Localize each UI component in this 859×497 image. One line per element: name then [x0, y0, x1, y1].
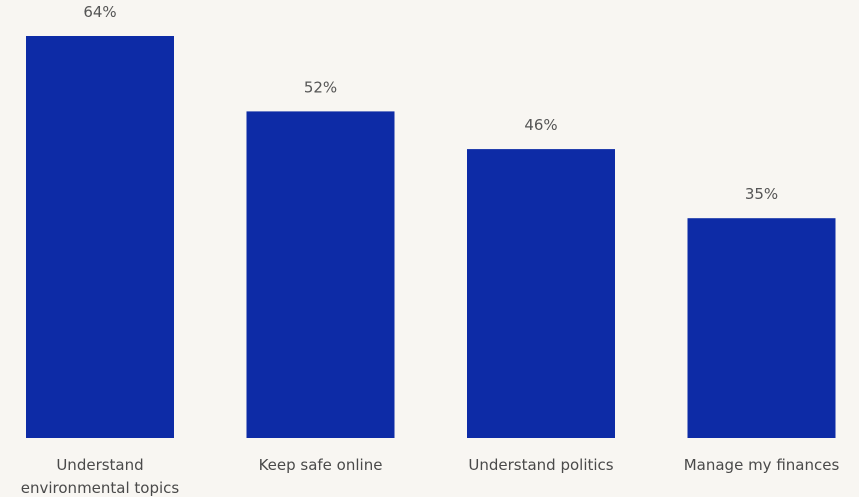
category-label-line: Keep safe online [259, 456, 383, 474]
value-label-3: 46% [524, 116, 557, 134]
category-labels-group: Understand environmental topics Keep safe … [21, 456, 840, 497]
bar-1 [26, 36, 174, 438]
category-label-2: Keep safe online [259, 456, 383, 474]
bar-2 [246, 111, 395, 439]
value-label-4: 35% [745, 185, 778, 203]
category-label-line: Understand politics [468, 456, 613, 474]
category-label-line: Manage my finances [684, 456, 840, 474]
category-label-line: environmental topics [21, 479, 180, 497]
value-label-1: 64% [83, 3, 116, 21]
category-label-1: Understand environmental topics [21, 456, 180, 497]
category-label-line: Understand [56, 456, 143, 474]
bar-4 [687, 218, 836, 438]
bars-group [26, 36, 836, 439]
category-label-3: Understand politics [468, 456, 613, 474]
category-label-4: Manage my finances [684, 456, 840, 474]
value-labels-group: 64% 52% 46% 35% [83, 3, 778, 203]
bar-3 [467, 149, 615, 438]
value-label-2: 52% [304, 78, 337, 96]
